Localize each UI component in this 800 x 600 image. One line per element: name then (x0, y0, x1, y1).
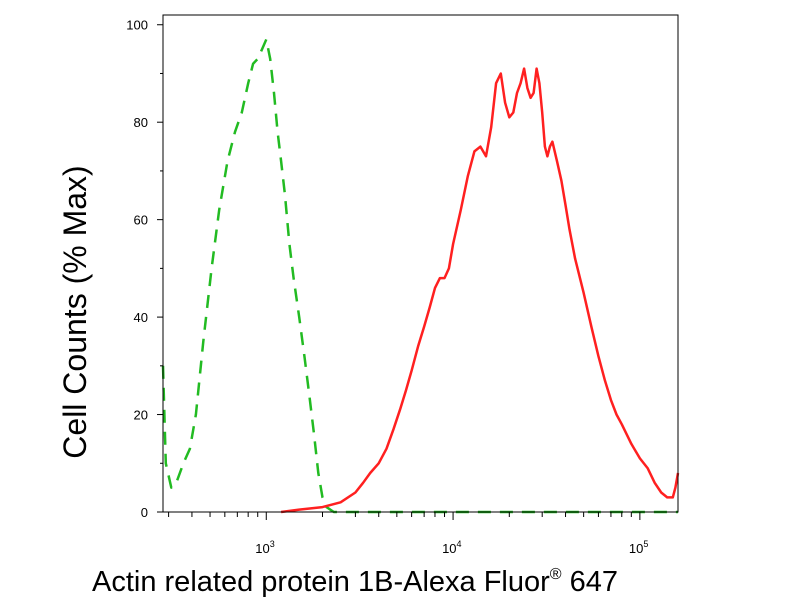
x-axis-label-suffix: 647 (562, 566, 618, 598)
y-tick-label: 60 (134, 213, 148, 228)
series-1-line (161, 38, 678, 514)
x-tick-label: 103 (255, 539, 274, 556)
plot-area (161, 14, 680, 514)
y-tick-label: 100 (126, 18, 148, 33)
y-tick-label: 0 (141, 505, 148, 520)
x-axis-label-superscript: ® (550, 566, 562, 583)
x-tick-label: 105 (629, 539, 648, 556)
plot-frame (162, 14, 679, 513)
series-2-line (280, 67, 680, 514)
y-tick-label: 40 (134, 310, 148, 325)
x-axis-label-main: Actin related protein 1B-Alexa Fluor (92, 566, 550, 598)
y-axis: 0 20 40 60 80 100 (126, 18, 163, 520)
y-tick-label: 20 (134, 408, 148, 423)
x-axis: 103 104 105 (168, 512, 648, 556)
y-tick-label: 80 (134, 115, 148, 130)
y-axis-label: Cell Counts (% Max) (57, 165, 93, 458)
x-axis-label: Actin related protein 1B-Alexa Fluor® 64… (92, 566, 618, 598)
x-tick-label: 104 (442, 539, 461, 556)
